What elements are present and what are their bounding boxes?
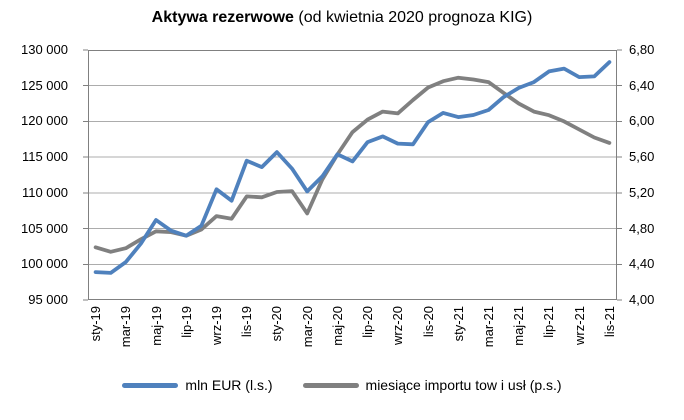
legend-item-mln-eur: mln EUR (l.s.) bbox=[122, 377, 273, 393]
x-axis-tick-label: lis-21 bbox=[601, 306, 617, 338]
x-axis-tick-label: maj-20 bbox=[329, 306, 345, 346]
series-line-mln-eur bbox=[93, 60, 612, 275]
x-axis-tick-label: lip-21 bbox=[541, 306, 557, 338]
legend-label-mln-eur: mln EUR (l.s.) bbox=[185, 377, 273, 393]
x-axis-tick-label: maj-19 bbox=[148, 306, 164, 346]
plot-border bbox=[88, 50, 617, 300]
y-axis-right-tick-label: 5,20 bbox=[629, 184, 655, 200]
legend-item-miesiace-importu: miesiące importu tow i usł (p.s.) bbox=[302, 377, 562, 393]
legend-line-swatch-blue-icon bbox=[122, 382, 179, 388]
legend-line-swatch-gray-icon bbox=[302, 382, 359, 388]
x-axis-tick-label: lis-20 bbox=[420, 306, 436, 338]
y-axis-right-tick-label: 5,60 bbox=[629, 149, 655, 165]
x-axis-tick-label: mar-19 bbox=[118, 306, 134, 348]
y-axis-left-tick-label: 115 000 bbox=[21, 149, 68, 165]
chart-title: Aktywa rezerwowe (od kwietnia 2020 progn… bbox=[0, 9, 684, 27]
x-axis-tick-label: mar-20 bbox=[299, 306, 315, 348]
y-axis-right-tick-label: 6,80 bbox=[629, 42, 655, 57]
y-axis-right-tick-label: 6,40 bbox=[629, 77, 655, 93]
x-axis-tick-label: lip-19 bbox=[178, 306, 194, 338]
y-axis-left-tick-label: 100 000 bbox=[21, 256, 68, 272]
x-axis-tick-label: wrz-19 bbox=[208, 306, 224, 346]
x-axis-tick-label: lip-20 bbox=[360, 306, 376, 338]
y-axis-right-tick-label: 4,80 bbox=[629, 220, 655, 236]
y-axis-left-tick-label: 95 000 bbox=[28, 292, 68, 307]
series-line-miesiace-importu bbox=[93, 75, 612, 254]
x-axis-tick-label: sty-21 bbox=[450, 306, 466, 342]
y-axis-right-tick-label: 4,00 bbox=[629, 292, 655, 307]
plot-area bbox=[83, 49, 622, 301]
y-axis-left-tick-label: 130 000 bbox=[21, 42, 68, 57]
chart-title-subtitle: (od kwietnia 2020 prognoza KIG) bbox=[293, 9, 533, 26]
x-axis-tick-label: sty-20 bbox=[269, 306, 285, 342]
x-axis-tick-label: sty-19 bbox=[88, 306, 104, 342]
y-axis-left-tick-label: 125 000 bbox=[21, 77, 68, 93]
chart-title-main: Aktywa rezerwowe bbox=[151, 9, 294, 26]
x-axis-tick-label: lis-19 bbox=[239, 306, 255, 338]
y-axis-left-tick-label: 110 000 bbox=[21, 184, 68, 200]
legend: mln EUR (l.s.) miesiące importu tow i us… bbox=[0, 377, 684, 393]
y-axis-left-tick-label: 120 000 bbox=[21, 113, 68, 129]
y-axis-right-tick-label: 4,40 bbox=[629, 256, 655, 272]
x-axis-tick-label: mar-21 bbox=[481, 306, 497, 348]
x-axis-tick-label: wrz-20 bbox=[390, 306, 406, 346]
y-axis-left-tick-label: 105 000 bbox=[21, 220, 68, 236]
legend-label-miesiace-importu: miesiące importu tow i usł (p.s.) bbox=[365, 377, 562, 393]
y-axis-right-tick-label: 6,00 bbox=[629, 113, 655, 129]
x-axis-tick-label: maj-21 bbox=[511, 306, 527, 346]
x-axis-tick-label: wrz-21 bbox=[571, 306, 587, 346]
